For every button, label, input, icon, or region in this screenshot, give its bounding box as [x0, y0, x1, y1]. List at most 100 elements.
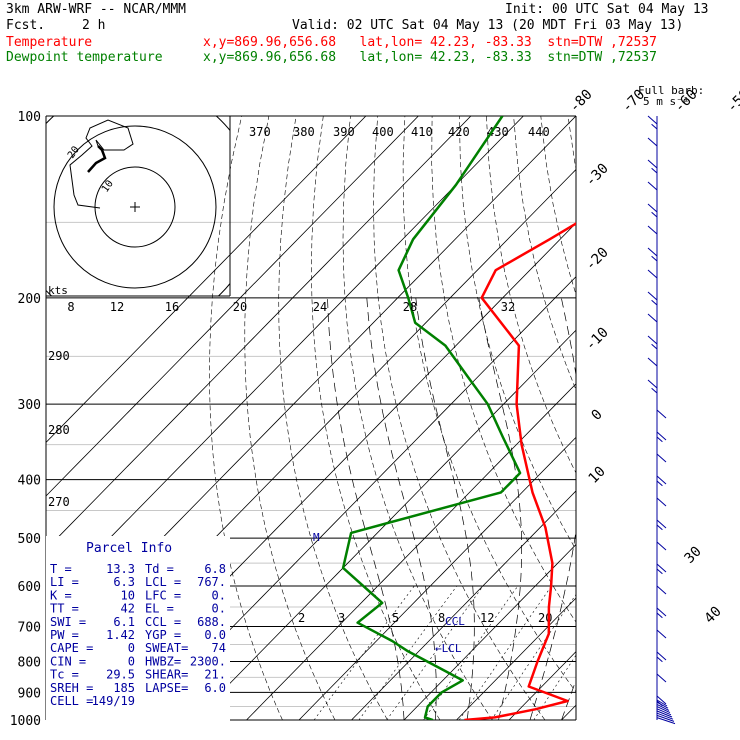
forecast-hour: 2 h [82, 18, 106, 33]
init-time: Init: 00 UTC Sat 04 May 13 [505, 2, 709, 17]
wind-barb [656, 629, 667, 639]
pressure-label-300: 300 [18, 398, 41, 413]
parcel-row-label-right: CCL = [145, 615, 181, 629]
wind-barb [656, 607, 667, 617]
wind-barb-half [656, 524, 663, 531]
parcel-row-value: 0 [128, 641, 135, 655]
wind-barb-low [656, 712, 674, 720]
wind-barb [647, 357, 658, 367]
wind-barb [647, 313, 658, 323]
wind-barb [647, 247, 658, 257]
parcel-row-label: TT = [50, 602, 79, 616]
pressure-label-700: 700 [18, 620, 41, 635]
parcel-row-label: PW = [50, 628, 79, 642]
isotherm-label--10: -10 [583, 325, 612, 354]
dry-adiabat-260 [244, 116, 336, 720]
parcel-row-label-right: SHEAR= [145, 668, 188, 682]
theta-label-390: 390 [333, 125, 355, 139]
wind-barb-low [656, 706, 671, 714]
wind-barb-half [656, 436, 663, 443]
moist-adiabat-36 [593, 298, 740, 720]
wind-barb-half [656, 612, 663, 619]
parcel-row-value: 149/19 [92, 694, 135, 708]
pressure-label-900: 900 [18, 686, 41, 701]
level-m-label: M [313, 531, 320, 544]
isotherm-0 [403, 543, 576, 720]
wind-barb-low [656, 710, 673, 718]
dry-adiabat-340 [486, 116, 576, 474]
parcel-row-value-right: 21. [204, 668, 226, 682]
ccl-label: CCL [445, 615, 465, 628]
mixing-ratio-label-3: 3 [338, 611, 345, 625]
theta-label-400: 400 [372, 125, 394, 139]
parcel-row-value-right: 6.8 [204, 562, 226, 576]
dry-adiabat-310 [402, 116, 576, 693]
parcel-row-value-right: 0. [212, 588, 226, 602]
isotherm--110 [46, 116, 419, 497]
moist-adiabat-18 [478, 297, 522, 720]
mixing-ratio-12 [491, 593, 576, 720]
parcel-row-value: 185 [113, 681, 135, 695]
theta-label-430: 430 [487, 125, 509, 139]
dry-adiabat-350 [513, 116, 576, 391]
moist-adiabat-0 [327, 297, 405, 720]
parcel-row-label: LI = [50, 575, 79, 589]
hodograph-ring-label-20: 20 [66, 144, 82, 160]
parcel-row-label-right: EL = [145, 602, 174, 616]
parcel-row-label-right: SWEAT= [145, 641, 188, 655]
dry-adiabat-280 [311, 116, 441, 720]
wind-barb [647, 335, 658, 345]
isotherm-50 [667, 116, 740, 720]
wind-barb [656, 541, 667, 551]
isotherm--40 [193, 329, 576, 720]
valid-time: Valid: 02 UTC Sat 04 May 13 (20 MDT Fri … [292, 18, 684, 33]
wind-barb-half [651, 255, 658, 262]
isotherm-40 [614, 116, 740, 720]
pressure-label-500: 500 [18, 532, 41, 547]
wind-barb-low [656, 699, 668, 707]
wind-barb [647, 379, 658, 389]
wind-barb [656, 475, 667, 485]
isotherm-label--50: -50 [724, 87, 740, 116]
parcel-row-value: 29.5 [106, 668, 135, 682]
temperature-profile [464, 222, 576, 720]
wind-barb-half [656, 480, 663, 487]
speed-label-8: 8 [67, 300, 74, 314]
dry-adiabat-290 [342, 116, 493, 720]
dewpoint-profile [341, 116, 522, 720]
dry-adiabat-300 [373, 116, 546, 720]
parcel-info-panel [46, 536, 230, 726]
isotherm--20 [298, 436, 576, 720]
parcel-row-value: 10 [121, 588, 135, 602]
dry-adiabat-330 [459, 116, 576, 551]
wind-barb-low [656, 701, 669, 709]
speed-label-32: 32 [501, 300, 515, 314]
wind-barb-low [656, 714, 675, 722]
isotherm-label-10: 10 [586, 464, 609, 487]
parcel-row-value: 6.1 [113, 615, 135, 629]
wind-barb-low [656, 708, 672, 716]
isotherm-20 [508, 651, 576, 720]
isotherm-label--80: -80 [566, 87, 595, 116]
parcel-row-label-right: LCL = [145, 575, 181, 589]
pressure-label-400: 400 [18, 474, 41, 489]
pressure-label-1000: 1000 [10, 714, 41, 729]
pressure-label-800: 800 [18, 655, 41, 670]
wind-barb [647, 181, 658, 191]
wind-barb-half [651, 299, 658, 306]
wind-barb [656, 695, 667, 705]
theta-label-290: 290 [48, 349, 70, 363]
isotherm-label-0: 0 [589, 407, 606, 424]
parcel-row-value: 0 [128, 654, 135, 668]
wind-barb [647, 115, 658, 125]
mixing-ratio-label-12: 12 [480, 611, 494, 625]
isotherm-label--20: -20 [583, 245, 612, 274]
hodograph-trace [69, 119, 134, 209]
isotherm--10 [351, 490, 576, 720]
dry-adiabat-420 [704, 116, 740, 720]
parcel-row-label: Tc = [50, 668, 79, 682]
parcel-row-value-right: 74 [212, 641, 226, 655]
dry-adiabat-270 [278, 116, 388, 720]
mixing-ratio-8 [458, 585, 552, 720]
wind-barb [656, 519, 667, 529]
